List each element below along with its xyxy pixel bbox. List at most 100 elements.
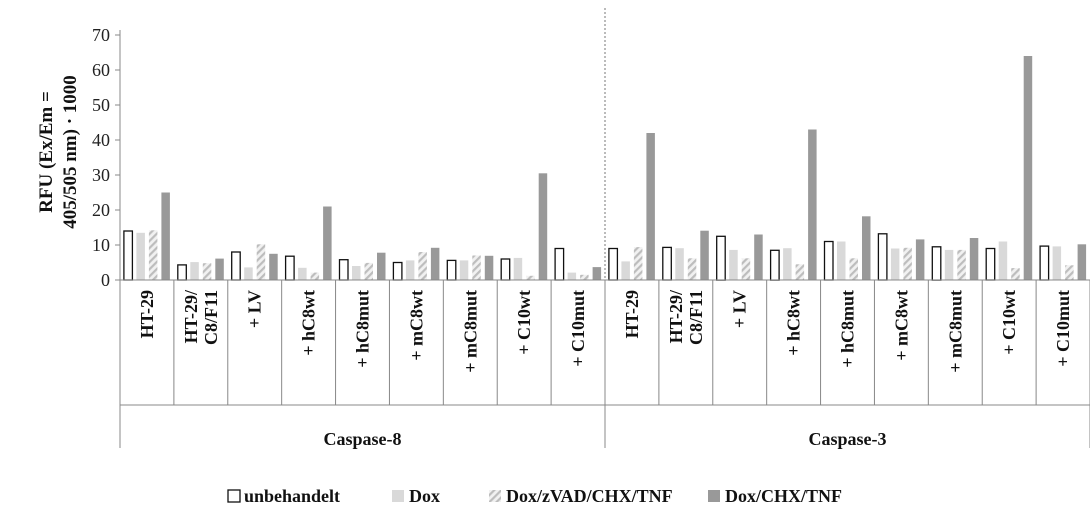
- legend-label: Dox: [409, 486, 440, 506]
- bar-dox: [729, 249, 738, 280]
- y-tick-label: 60: [92, 60, 110, 80]
- category-label: HT-29: [622, 290, 642, 338]
- category-label: + LV: [730, 290, 750, 328]
- category-label: + hC8wt: [299, 290, 319, 356]
- bar-dox-chx-tnf: [700, 230, 709, 280]
- bar-unbehandelt: [392, 261, 403, 281]
- bar-dox: [998, 241, 1008, 280]
- category-label: + hC8mut: [838, 290, 858, 368]
- bar-dox-zvad-chx-tnf: [472, 255, 481, 280]
- legend-label: unbehandelt: [244, 486, 340, 506]
- bar-dox-zvad-chx-tnf: [580, 274, 589, 281]
- y-axis-title: RFU (Ex/Em = 405/505 nm) · 1000: [36, 75, 81, 229]
- bar-dox-zvad-chx-tnf: [418, 252, 427, 280]
- bar-dox-chx-tnf: [808, 129, 817, 280]
- y-tick-label: 40: [92, 130, 110, 150]
- bar-dox-chx-tnf: [538, 173, 548, 281]
- bar-unbehandelt: [931, 246, 942, 281]
- bar-dox: [244, 267, 253, 280]
- bar-dox: [944, 249, 954, 280]
- y-tick-label: 30: [92, 165, 110, 185]
- legend-label: Dox/CHX/TNF: [725, 486, 842, 506]
- bar-dox-zvad-chx-tnf: [849, 258, 858, 280]
- bar-dox-chx-tnf: [161, 192, 170, 280]
- bar-dox: [621, 261, 630, 280]
- bar-dox-zvad-chx-tnf: [310, 272, 320, 280]
- bar-dox-chx-tnf: [1077, 244, 1087, 280]
- bar-dox-chx-tnf: [430, 247, 440, 280]
- group-label: Caspase-8: [323, 429, 401, 449]
- bar-unbehandelt: [877, 233, 888, 281]
- bar-unbehandelt: [231, 251, 241, 281]
- y-tick-label: 50: [92, 95, 110, 115]
- category-label: + mC8mut: [945, 290, 965, 373]
- bar-dox-zvad-chx-tnf: [1011, 268, 1020, 280]
- bar-dox: [405, 260, 415, 280]
- bar-unbehandelt: [500, 258, 511, 281]
- bar-dox-chx-tnf: [754, 234, 763, 280]
- bar-unbehandelt: [662, 246, 672, 281]
- legend-swatch: [227, 489, 241, 503]
- bar-dox-zvad-chx-tnf: [795, 264, 805, 281]
- group-label: Caspase-3: [808, 429, 886, 449]
- bar-dox: [837, 241, 846, 280]
- bar-dox-chx-tnf: [215, 258, 224, 280]
- bar-dox: [783, 248, 792, 280]
- y-axis-title-line: 405/505 nm) · 1000: [60, 75, 81, 229]
- bar-dox-chx-tnf: [269, 253, 278, 281]
- bar-dox-zvad-chx-tnf: [633, 247, 643, 280]
- category-label: + hC8wt: [784, 290, 804, 356]
- category-label: + mC8mut: [460, 290, 480, 373]
- category-label: C8/F11: [201, 290, 221, 345]
- bar-dox-zvad-chx-tnf: [1065, 265, 1074, 280]
- y-tick-label: 20: [92, 200, 110, 220]
- bar-dox-zvad-chx-tnf: [364, 262, 373, 280]
- bar-dox-zvad-chx-tnf: [148, 230, 158, 280]
- bar-dox: [675, 248, 684, 280]
- category-label: + C10wt: [514, 290, 534, 355]
- y-axis-title-line: RFU (Ex/Em =: [36, 91, 57, 213]
- bar-unbehandelt: [985, 247, 996, 281]
- bar-dox-zvad-chx-tnf: [256, 244, 266, 280]
- bar-unbehandelt: [338, 259, 349, 281]
- bar-dox: [513, 257, 523, 280]
- bar-dox-chx-tnf: [323, 206, 332, 280]
- category-label: + LV: [245, 290, 265, 328]
- bar-dox-chx-tnf: [1023, 56, 1033, 280]
- bar-unbehandelt: [716, 235, 726, 281]
- bar-dox-chx-tnf: [969, 238, 979, 280]
- bar-dox: [298, 267, 307, 281]
- category-label: C8/F11: [686, 290, 706, 345]
- bar-dox-zvad-chx-tnf: [957, 249, 966, 280]
- bar-unbehandelt: [1039, 245, 1050, 281]
- bar-unbehandelt: [177, 264, 187, 281]
- bar-dox: [459, 260, 469, 280]
- bar-unbehandelt: [123, 230, 134, 281]
- y-tick-label: 10: [92, 235, 110, 255]
- bar-dox-chx-tnf: [862, 216, 871, 280]
- bar-dox-chx-tnf: [592, 267, 602, 280]
- bar-dox-zvad-chx-tnf: [526, 275, 535, 280]
- bar-dox: [190, 262, 199, 280]
- bar-dox-zvad-chx-tnf: [903, 247, 912, 280]
- category-label: + hC8mut: [353, 290, 373, 368]
- legend-swatch: [708, 490, 720, 502]
- bar-dox-chx-tnf: [377, 252, 386, 280]
- category-label: HT-29: [137, 290, 157, 338]
- bar-unbehandelt: [554, 247, 565, 281]
- bar-dox: [136, 232, 145, 281]
- bar-dox-chx-tnf: [915, 239, 925, 280]
- bar-unbehandelt: [769, 249, 780, 281]
- bar-dox: [1052, 246, 1062, 280]
- bar-dox: [890, 248, 900, 280]
- legend-label: Dox/zVAD/CHX/TNF: [506, 486, 673, 506]
- bar-unbehandelt: [823, 240, 834, 281]
- bar-unbehandelt: [446, 259, 457, 281]
- y-tick-label: 70: [92, 25, 110, 45]
- category-label: + mC8wt: [406, 290, 426, 361]
- bar-dox-chx-tnf: [646, 133, 655, 280]
- category-label: + C10mut: [568, 290, 588, 367]
- category-label: + mC8wt: [891, 290, 911, 361]
- category-label: HT-29/: [181, 289, 201, 343]
- category-label: HT-29/: [666, 289, 686, 343]
